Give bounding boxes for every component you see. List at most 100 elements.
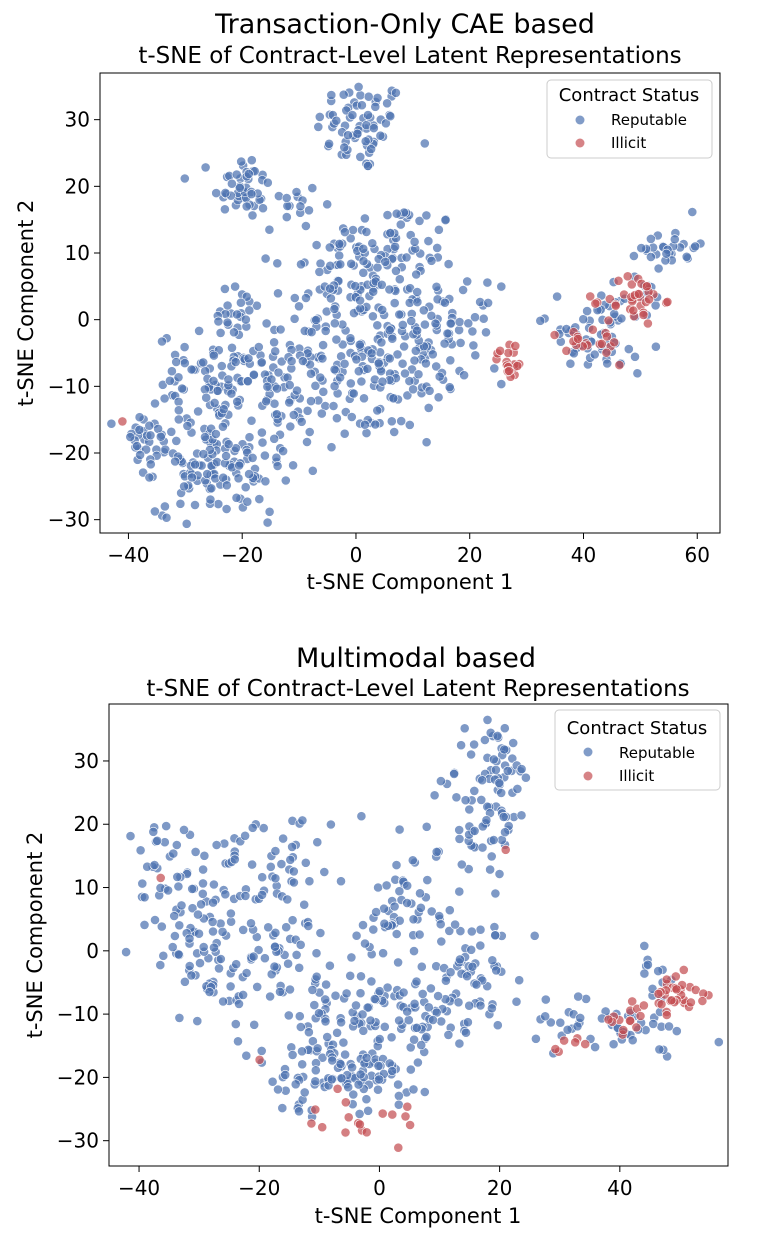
chart-2-point-reputable (287, 842, 297, 852)
chart-1-point-reputable (272, 461, 283, 471)
chart-2-point-reputable (198, 878, 208, 889)
chart-1-point-reputable (254, 494, 265, 504)
chart-2-point-reputable (167, 942, 178, 952)
chart-1-point-reputable (194, 325, 204, 336)
chart-1-point-reputable (256, 357, 267, 368)
chart-2-point-reputable (341, 988, 352, 999)
chart-1-point-reputable (243, 168, 254, 179)
chart-1-point-reputable (409, 236, 420, 247)
chart-2-point-reputable (371, 907, 381, 917)
chart-2-point-reputable (462, 1017, 473, 1028)
chart-2-point-illicit (686, 997, 696, 1008)
chart-2-legend-marker-reputable (583, 747, 593, 757)
chart-2-point-reputable (273, 1084, 283, 1095)
chart-1-point-reputable (275, 324, 286, 335)
chart-2-point-reputable (270, 927, 281, 938)
chart-2-point-reputable (257, 872, 268, 883)
chart-1-point-reputable (242, 376, 253, 387)
chart-2-point-reputable (423, 1002, 434, 1013)
chart-2-point-reputable (285, 984, 295, 995)
chart-2-point-reputable (499, 723, 510, 734)
chart-2-point-reputable (521, 772, 531, 783)
chart-2-point-reputable (562, 1024, 573, 1035)
chart-1-point-reputable (175, 498, 186, 509)
chart-1-point-reputable (251, 300, 262, 311)
chart-1-point-reputable (200, 162, 211, 173)
chart-2-point-reputable (135, 845, 146, 856)
chart-2-point-reputable (155, 960, 166, 970)
chart-1-point-reputable (149, 506, 160, 517)
chart-2-point-reputable (459, 723, 470, 734)
chart-2-point-reputable (204, 987, 215, 997)
chart-1-point-reputable (418, 305, 429, 316)
chart-1-legend-label-reputable: Reputable (611, 111, 687, 129)
chart-2-point-reputable (300, 857, 311, 868)
chart-2-point-reputable (226, 916, 236, 927)
chart-2-point-illicit (603, 1014, 614, 1025)
chart-2-point-illicit (697, 996, 708, 1006)
chart-1-point-reputable (325, 283, 335, 294)
chart-2-point-reputable (256, 1046, 267, 1056)
chart-1-point-reputable (395, 219, 406, 230)
chart-1-point-reputable (262, 177, 273, 188)
chart-1-point-reputable (300, 221, 311, 231)
chart-1-point-reputable (325, 260, 336, 271)
chart-2-point-reputable (492, 731, 503, 741)
chart-2-legend-title: Contract Status (567, 718, 708, 739)
chart-1-point-reputable (200, 432, 210, 442)
chart-2-point-reputable (321, 979, 331, 990)
chart-2-point-illicit (550, 1044, 561, 1054)
chart-2-point-reputable (365, 1015, 376, 1026)
chart-2-point-reputable (187, 884, 198, 894)
chart-2-point-reputable (454, 1038, 465, 1049)
chart-1-point-reputable (338, 89, 349, 100)
chart-2-point-reputable (435, 776, 446, 786)
chart-1-point-reputable (166, 366, 177, 377)
chart-1-point-reputable (578, 314, 589, 325)
chart-1-legend-title: Contract Status (559, 85, 700, 106)
chart-1-point-reputable (367, 311, 378, 322)
chart-1-point-reputable (389, 427, 400, 437)
chart-1-point-illicit (626, 279, 637, 290)
chart-2-point-reputable (269, 961, 280, 972)
chart-1-point-illicit (573, 333, 583, 344)
chart-2-point-reputable (386, 1032, 397, 1043)
chart-1-point-reputable (212, 385, 223, 396)
chart-1-point-reputable (397, 319, 408, 330)
chart-2-point-reputable (639, 968, 650, 979)
chart-1-point-reputable (187, 472, 197, 483)
chart-2-point-reputable (361, 1094, 372, 1105)
chart-1-point-reputable (366, 348, 377, 359)
chart-2-point-reputable (247, 859, 257, 870)
chart-1-point-reputable (478, 313, 489, 324)
chart-2-point-reputable (511, 996, 522, 1007)
chart-2-point-reputable (382, 982, 393, 993)
chart-2-point-reputable (402, 898, 412, 908)
chart-2-point-reputable (398, 987, 409, 998)
chart-1-point-illicit (628, 305, 639, 316)
chart-1-point-reputable (221, 504, 232, 514)
chart-1-point-reputable (206, 483, 217, 494)
chart-2-point-reputable (409, 946, 419, 956)
chart-1-point-reputable (235, 297, 246, 308)
chart-1-point-reputable (260, 253, 271, 264)
chart-2-point-reputable (353, 1079, 364, 1090)
chart-1-point-reputable (314, 112, 325, 122)
chart-1-point-reputable (396, 416, 407, 426)
chart-2-point-reputable (490, 930, 501, 941)
chart-2-point-reputable (485, 864, 495, 875)
chart-1-point-reputable (318, 386, 329, 397)
chart-2-point-illicit (661, 1010, 672, 1020)
chart-1-point-reputable (426, 255, 437, 266)
chart-1-point-reputable (372, 262, 383, 273)
chart-1-point-reputable (380, 118, 391, 129)
chart-2-point-reputable (267, 1076, 278, 1087)
chart-1-point-reputable (412, 325, 422, 336)
chart-1-point-reputable (445, 355, 456, 366)
chart-1-point-reputable (253, 342, 264, 352)
chart-1-point-reputable (226, 388, 237, 399)
chart-1-point-reputable (552, 291, 562, 302)
chart-1-point-reputable (651, 341, 661, 352)
chart-2-point-reputable (215, 918, 226, 929)
chart-1-point-reputable (208, 350, 219, 361)
